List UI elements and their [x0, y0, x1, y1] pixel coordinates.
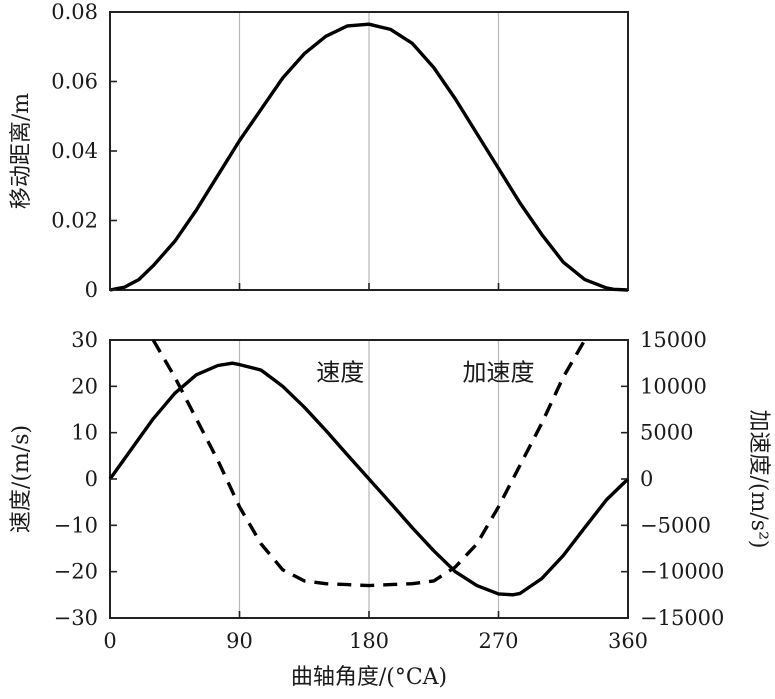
ytick-label: 0.08 [51, 0, 98, 24]
ytick-label: −10 [54, 513, 98, 537]
ytick-label: 0.02 [51, 209, 98, 233]
series-line-velocity-acceleration-0 [108, 361, 630, 597]
y2tick-label: −5000 [640, 513, 711, 537]
xtick-label: 90 [226, 629, 253, 653]
y2tick-label: 15000 [640, 328, 707, 352]
ytick-label: 20 [71, 374, 98, 398]
xtick-label: 360 [608, 629, 648, 653]
ytick-label: 0.04 [51, 139, 98, 163]
y2-axis-label: 加速度/(m/s²) [746, 410, 771, 549]
ytick-label: 0 [85, 278, 98, 302]
ytick-label: −30 [54, 606, 98, 630]
ytick-label: 0 [85, 467, 98, 491]
xtick-label: 270 [478, 629, 518, 653]
ytick-label: −20 [54, 560, 98, 584]
series-line-displacement-0 [109, 22, 629, 292]
y2tick-label: 5000 [640, 421, 693, 445]
ytick-label: 30 [71, 328, 98, 352]
y-axis-label: 移动距离/m [9, 93, 34, 209]
series-line-velocity-acceleration-1 [151, 339, 587, 588]
y2tick-label: −10000 [640, 560, 724, 584]
xtick-label: 180 [349, 629, 389, 653]
y2tick-label: −15000 [640, 606, 724, 630]
annotation-label: 速度 [316, 358, 364, 386]
x-axis-label: 曲轴角度/(°CA) [291, 665, 447, 690]
ytick-label: 0.06 [51, 70, 98, 94]
y2tick-label: 0 [640, 467, 653, 491]
y-axis-label: 速度/(m/s) [9, 425, 34, 533]
ytick-label: 10 [71, 421, 98, 445]
annotation-label: 加速度 [463, 358, 535, 386]
y2tick-label: 10000 [640, 374, 707, 398]
xtick-label: 0 [103, 629, 116, 653]
